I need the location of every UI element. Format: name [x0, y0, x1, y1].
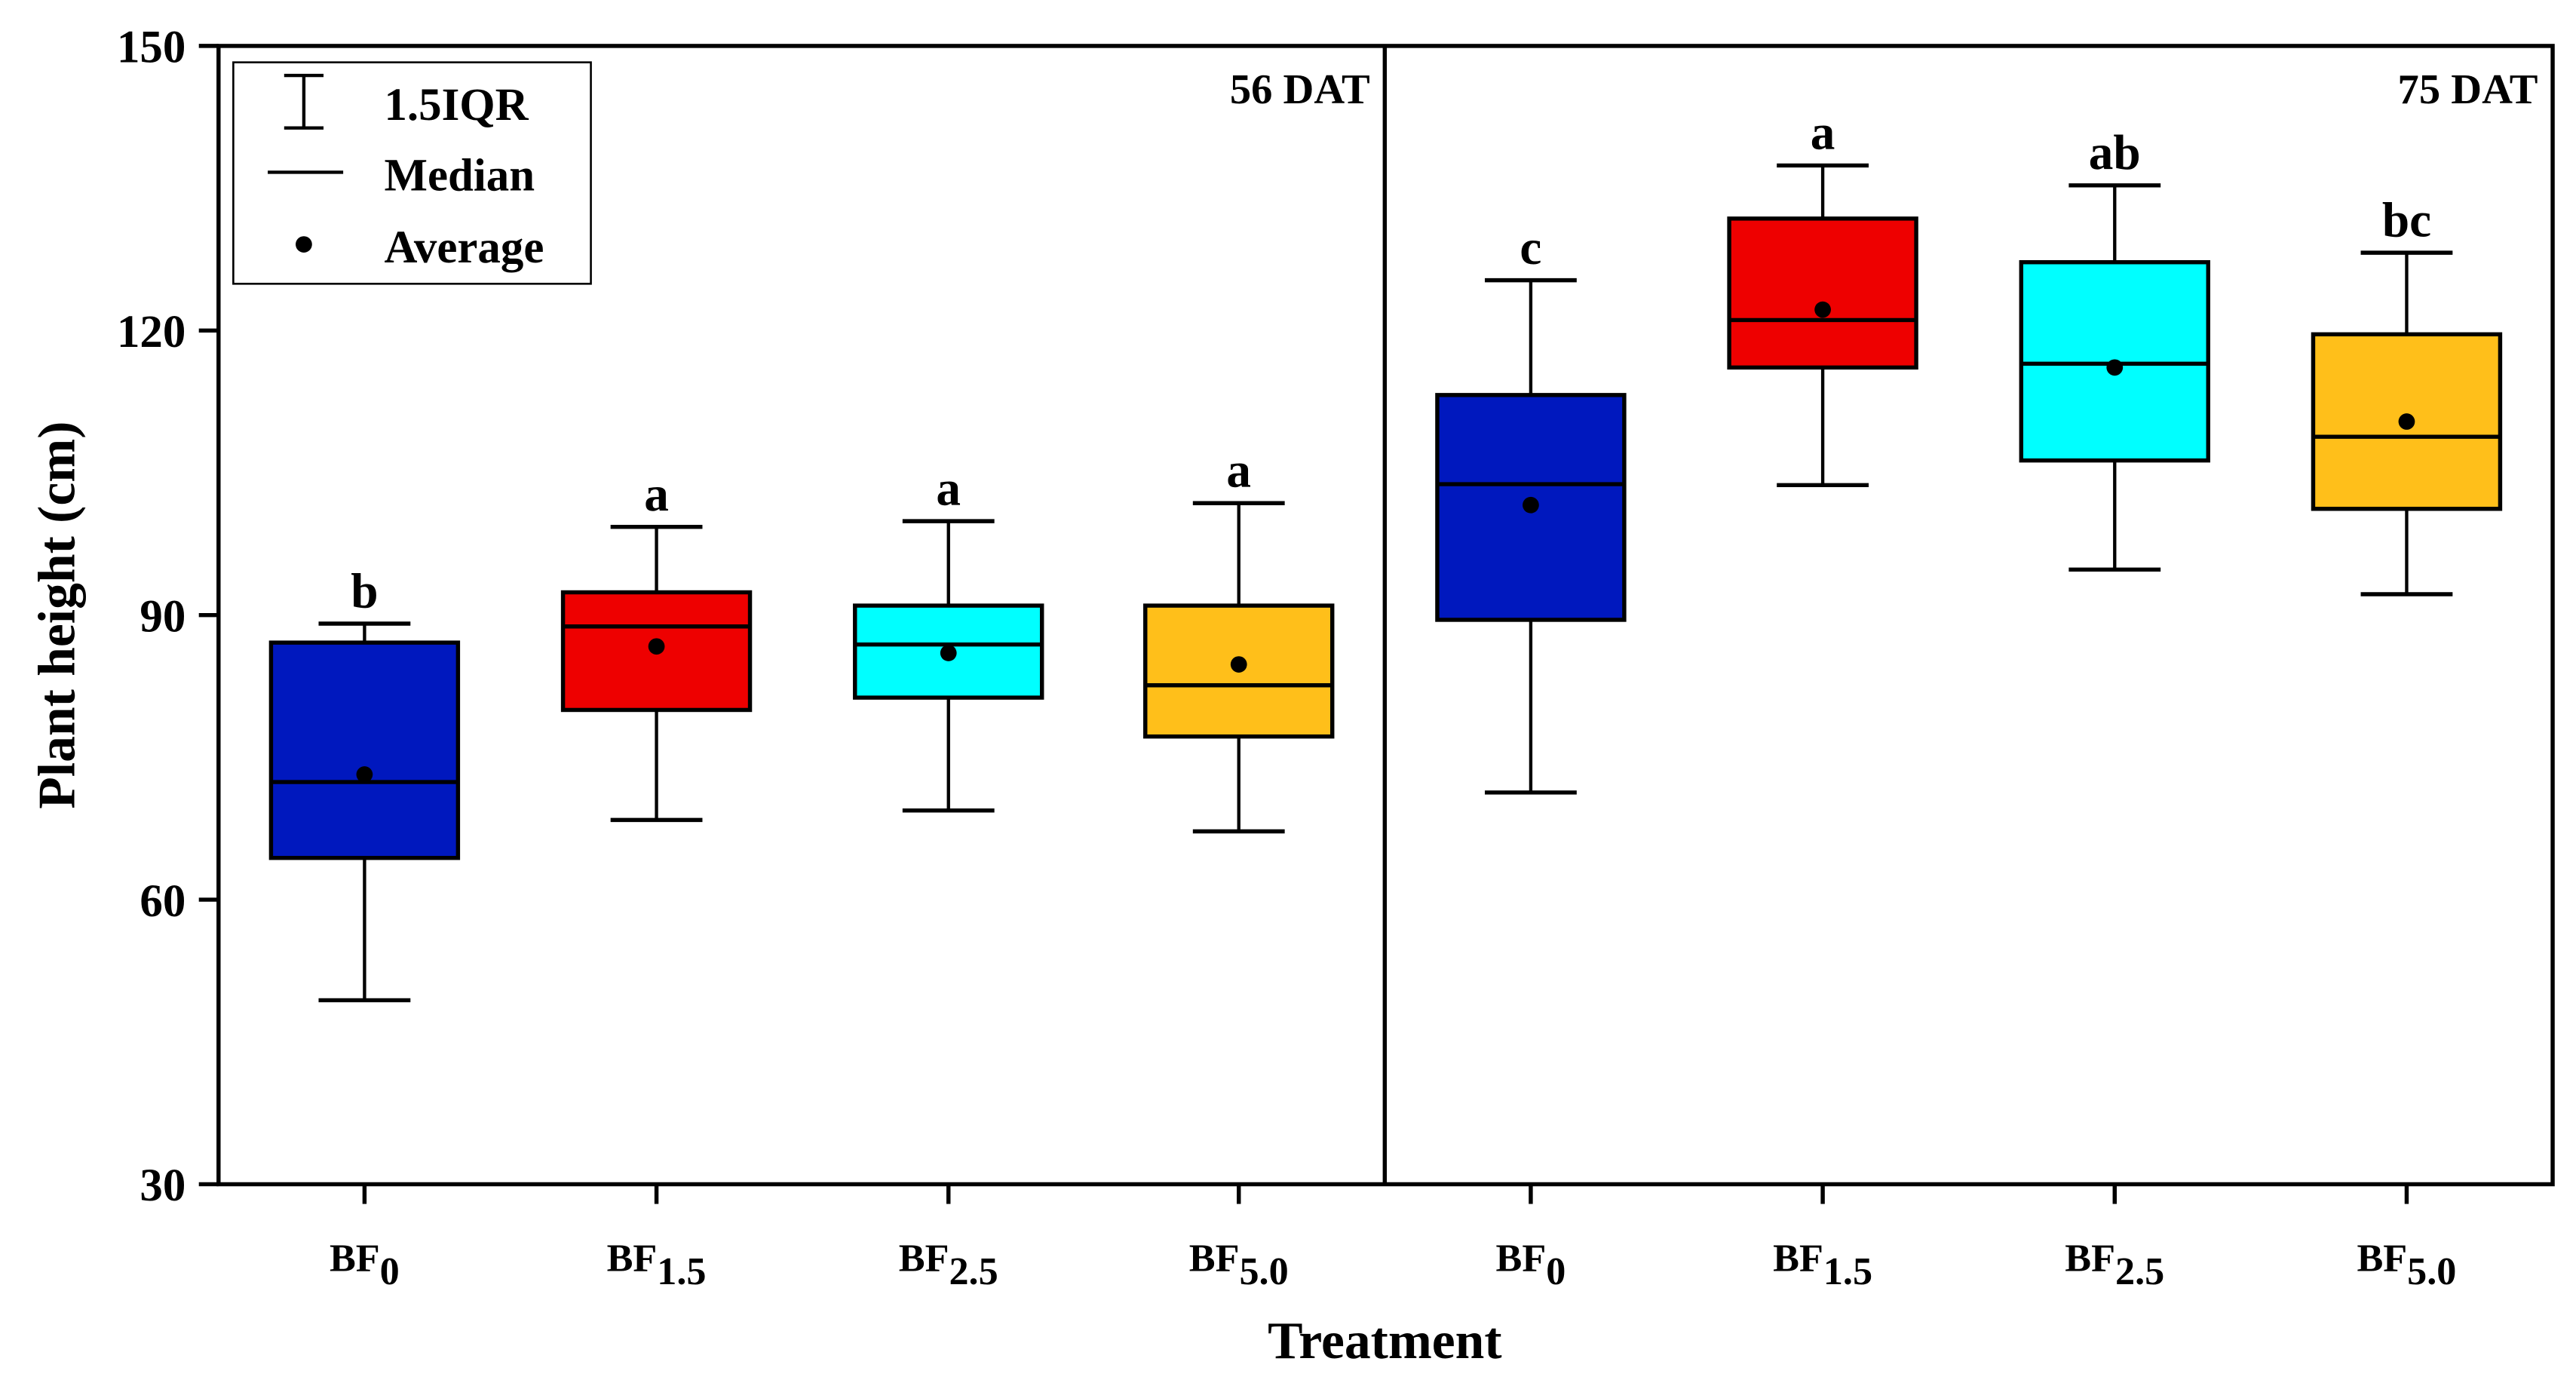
- mean-dot: [1230, 656, 1247, 673]
- x-tick-label: BF5.0: [1189, 1237, 1289, 1293]
- y-tick-label: 60: [140, 876, 186, 927]
- box-BF2.5: a: [853, 461, 1044, 813]
- y-axis-label: Plant height (cm): [28, 422, 86, 809]
- x-tick-label: BF2.5: [2065, 1237, 2164, 1293]
- mean-dot: [1814, 301, 1831, 318]
- x-axis-label: Treatment: [1268, 1312, 1502, 1370]
- legend-label: Average: [384, 222, 544, 273]
- y-tick-label: 90: [140, 591, 186, 642]
- average-legend-icon: [296, 236, 312, 253]
- mean-dot: [940, 645, 957, 661]
- box-BF1.5: a: [1727, 106, 1918, 488]
- box-BF2.5: ab: [2019, 126, 2210, 572]
- mean-dot: [356, 766, 373, 783]
- legend-label: 1.5IQR: [384, 80, 529, 130]
- legend: 1.5IQR Median Average: [232, 61, 592, 285]
- x-tick-label: BF1.5: [607, 1237, 707, 1293]
- y-tick-label: 30: [140, 1161, 186, 1211]
- x-tick-label: BF2.5: [899, 1237, 998, 1293]
- mean-dot: [1523, 496, 1539, 514]
- significance-letter: ab: [2089, 126, 2141, 180]
- panel-title: 75 DAT: [2398, 66, 2538, 113]
- panel-title: 56 DAT: [1230, 66, 1370, 113]
- significance-letter: a: [644, 468, 669, 522]
- legend-label: Median: [384, 150, 535, 201]
- x-tick-label: BF0: [1496, 1237, 1566, 1293]
- x-tick-label: BF5.0: [2357, 1237, 2456, 1293]
- x-tick-label: BF0: [330, 1237, 400, 1293]
- box-BF0: b: [268, 564, 461, 1003]
- box-BF1.5: a: [560, 468, 753, 823]
- x-tick-label: BF1.5: [1773, 1237, 1872, 1293]
- iqr-box: [268, 640, 461, 860]
- box-BF5.0: a: [1143, 443, 1335, 834]
- whisker-legend-icon: [284, 73, 324, 130]
- significance-letter: a: [936, 461, 961, 516]
- iqr-box: [2311, 332, 2503, 511]
- y-tick-label: 150: [117, 23, 186, 73]
- significance-letter: a: [1811, 106, 1835, 161]
- significance-letter: b: [351, 564, 378, 618]
- iqr-box: [1727, 216, 1918, 370]
- mean-dot: [648, 638, 665, 655]
- box-BF5.0: bc: [2311, 193, 2503, 596]
- y-tick-label: 120: [117, 307, 186, 357]
- significance-letter: c: [1520, 221, 1541, 275]
- significance-letter: a: [1226, 443, 1251, 498]
- mean-dot: [2106, 359, 2124, 376]
- significance-letter: bc: [2382, 193, 2431, 247]
- mean-dot: [2398, 413, 2415, 430]
- box-BF0: c: [1435, 221, 1627, 795]
